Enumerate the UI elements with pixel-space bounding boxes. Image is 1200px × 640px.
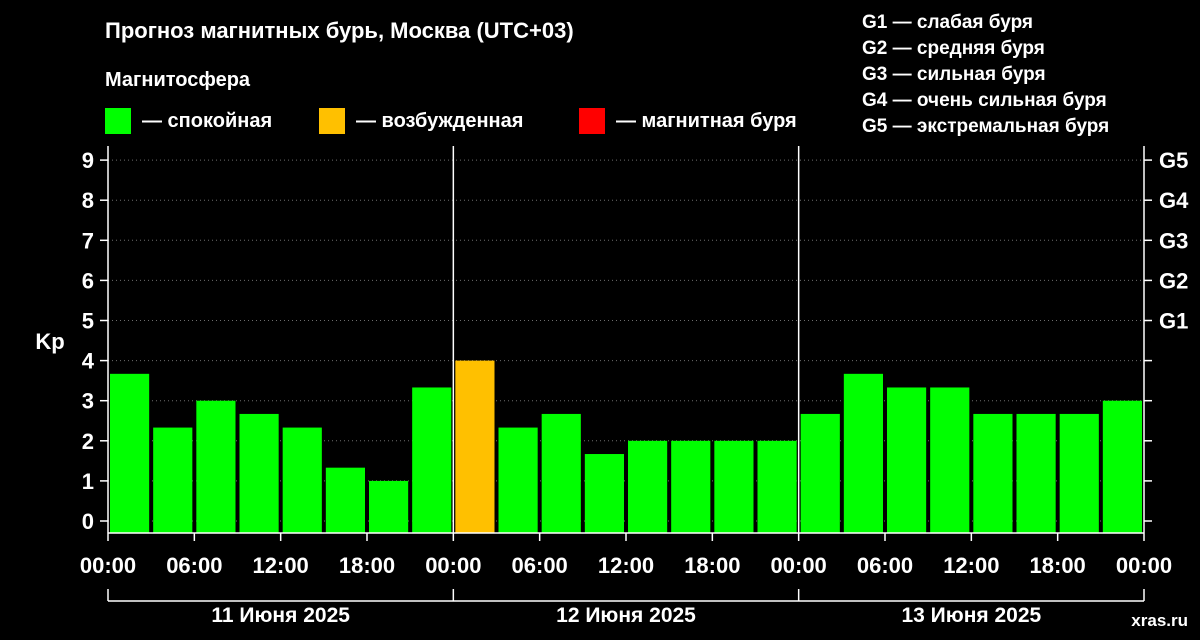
g-legend-g1: G1 — слабая буря <box>862 12 1033 33</box>
day-label-1: 12 Июня 2025 <box>556 604 696 627</box>
day-label-2: 13 Июня 2025 <box>901 604 1041 627</box>
bar-0 <box>110 373 150 533</box>
y-tick-label-4: 4 <box>82 349 95 374</box>
g-scale-legend: G1 — слабая буря G2 — средняя буря G3 — … <box>862 12 1109 137</box>
y-tick-label-1: 1 <box>82 469 94 494</box>
watermark: xras.ru <box>1131 611 1188 630</box>
right-tick-label-g4: G4 <box>1159 188 1189 213</box>
bars <box>110 360 1142 533</box>
right-tick-label-g1: G1 <box>1159 309 1188 334</box>
y-tick-label-6: 6 <box>82 268 94 293</box>
bar-18 <box>887 387 927 533</box>
legend-item-quiet: — спокойная <box>105 108 272 134</box>
grid-lines <box>108 159 1144 522</box>
bar-15 <box>757 440 797 533</box>
bar-2 <box>196 400 236 533</box>
y-tick-label-3: 3 <box>82 389 94 414</box>
bar-19 <box>930 387 970 533</box>
bar-12 <box>628 440 668 533</box>
legend-label-quiet: — спокойная <box>142 110 272 132</box>
legend-swatch-storm <box>579 108 605 134</box>
bar-13 <box>671 440 711 533</box>
date-axis: 11 Июня 2025 12 Июня 2025 13 Июня 2025 <box>107 589 1145 627</box>
x-tick-label-4: 00:00 <box>425 553 481 578</box>
right-tick-label-g5: G5 <box>1159 148 1188 173</box>
x-tick-label-5: 06:00 <box>512 553 568 578</box>
x-tick-label-6: 12:00 <box>598 553 654 578</box>
bar-9 <box>498 427 538 533</box>
legend-title: Магнитосфера <box>105 69 251 91</box>
bar-5 <box>325 467 365 533</box>
x-tick-label-7: 18:00 <box>684 553 740 578</box>
legend-item-storm: — магнитная буря <box>579 108 797 134</box>
bar-16 <box>800 413 840 533</box>
legend-item-active: — возбужденная <box>319 108 523 134</box>
bar-8 <box>455 360 495 533</box>
right-tick-label-g2: G2 <box>1159 268 1188 293</box>
g-legend-g3: G3 — сильная буря <box>862 64 1046 85</box>
bar-17 <box>843 373 883 533</box>
right-tick-label-g3: G3 <box>1159 228 1188 253</box>
bar-10 <box>541 413 581 533</box>
y-axis-label: Kp <box>35 329 64 354</box>
x-tick-label-11: 18:00 <box>1030 553 1086 578</box>
bar-4 <box>282 427 322 533</box>
legend-label-storm: — магнитная буря <box>616 110 797 132</box>
y-tick-label-0: 0 <box>82 509 94 534</box>
chart-title: Прогноз магнитных бурь, Москва (UTC+03) <box>105 18 574 43</box>
y-tick-label-7: 7 <box>82 228 94 253</box>
x-tick-label-2: 12:00 <box>253 553 309 578</box>
g-legend-g5: G5 — экстремальная буря <box>862 116 1109 137</box>
right-axis-g-scale: G1 G2 G3 G4 G5 <box>1144 148 1189 522</box>
x-tick-label-0: 00:00 <box>80 553 136 578</box>
y-tick-label-2: 2 <box>82 429 94 454</box>
x-tick-label-1: 06:00 <box>166 553 222 578</box>
y-axis-ticks: 0 1 2 3 4 5 6 7 8 9 <box>82 148 108 534</box>
x-tick-label-8: 00:00 <box>771 553 827 578</box>
bar-22 <box>1059 413 1099 533</box>
x-axis-ticks: 00:00 06:00 12:00 18:00 00:00 06:00 12:00 18:00… <box>80 533 1172 578</box>
bar-14 <box>714 440 754 533</box>
day-label-0: 11 Июня 2025 <box>211 604 350 627</box>
x-tick-label-12: 00:00 <box>1116 553 1172 578</box>
bar-23 <box>1102 400 1142 533</box>
bar-21 <box>1016 413 1056 533</box>
bar-7 <box>412 387 452 533</box>
y-tick-label-5: 5 <box>82 309 94 334</box>
bar-6 <box>369 480 409 533</box>
bar-3 <box>239 413 279 533</box>
legend-label-active: — возбужденная <box>356 110 523 132</box>
bar-1 <box>153 427 193 533</box>
g-legend-g2: G2 — средняя буря <box>862 38 1045 59</box>
x-tick-label-3: 18:00 <box>339 553 395 578</box>
x-tick-label-10: 12:00 <box>943 553 999 578</box>
x-tick-label-9: 06:00 <box>857 553 913 578</box>
legend-swatch-quiet <box>105 108 131 134</box>
legend-swatch-active <box>319 108 345 134</box>
y-tick-label-8: 8 <box>82 188 94 213</box>
bar-20 <box>973 413 1013 533</box>
y-tick-label-9: 9 <box>82 148 94 173</box>
g-legend-g4: G4 — очень сильная буря <box>862 90 1107 111</box>
bar-11 <box>584 454 624 533</box>
